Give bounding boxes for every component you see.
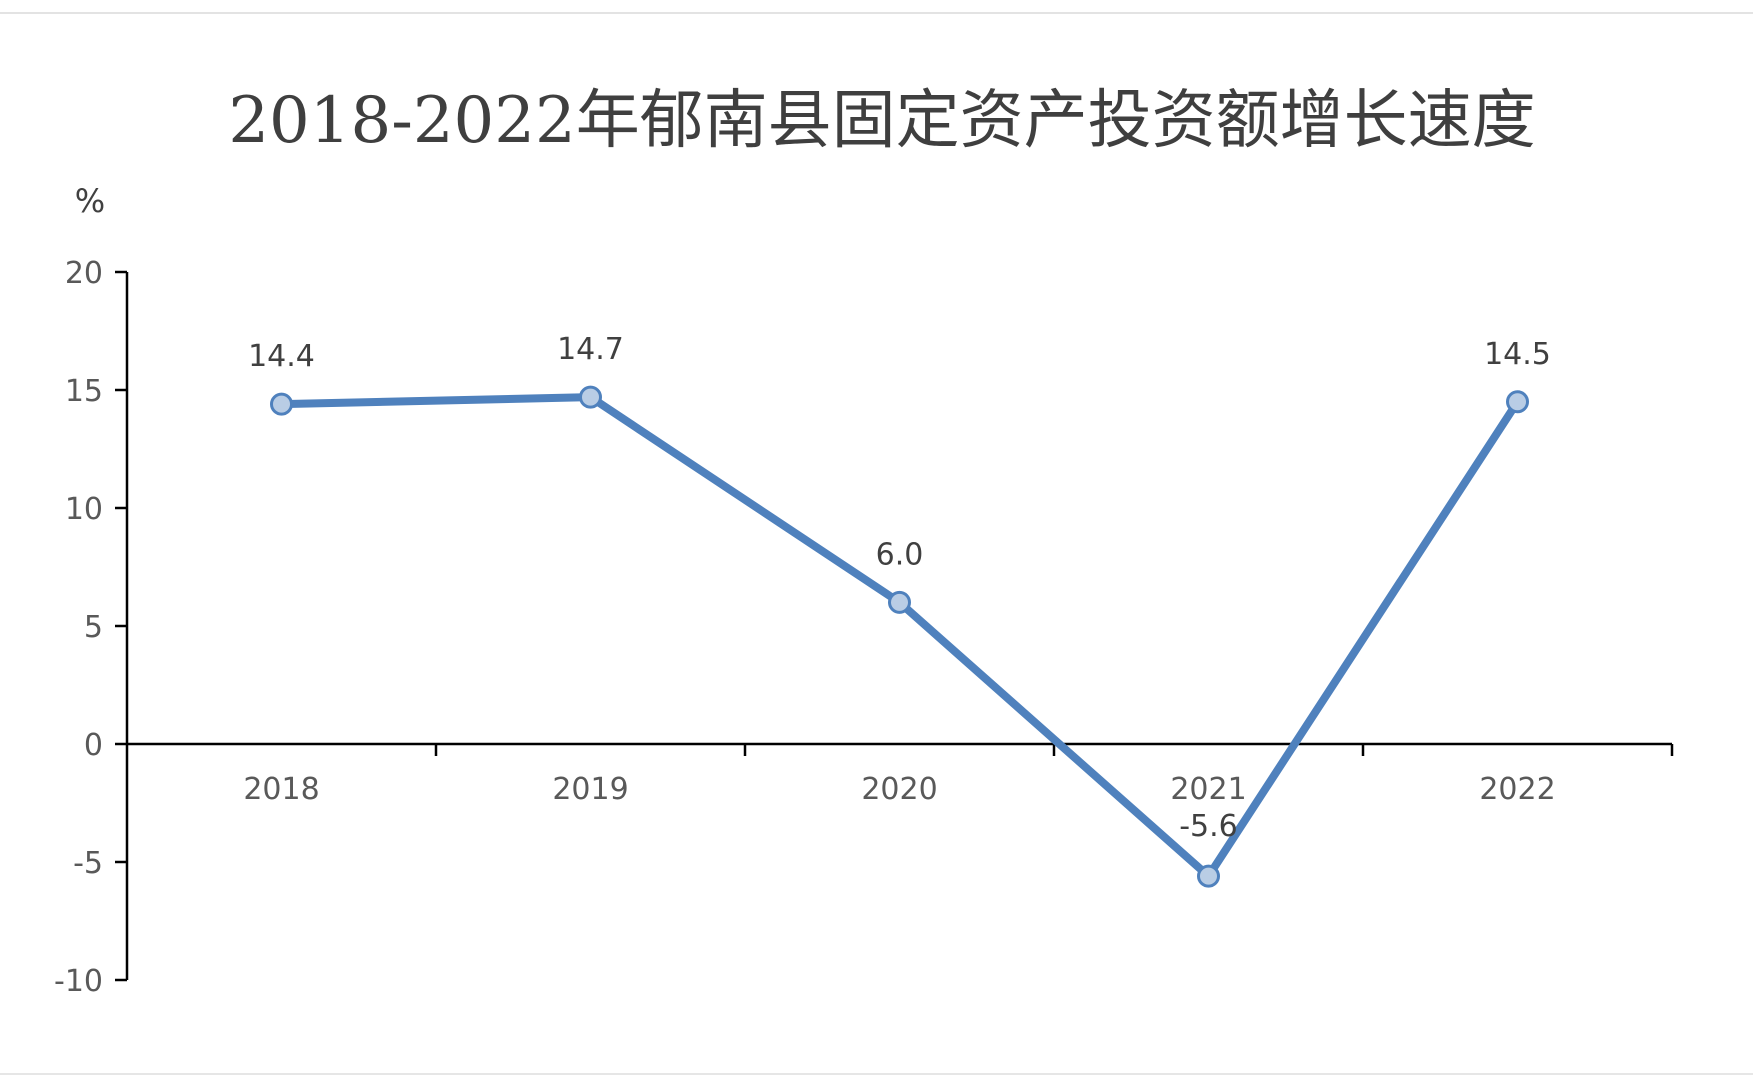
top-divider — [0, 12, 1753, 14]
data-label: 6.0 — [876, 537, 924, 572]
data-label: -5.6 — [1179, 809, 1238, 844]
x-tick-label: 2020 — [861, 772, 937, 807]
y-tick-label: 15 — [65, 374, 103, 409]
data-label: 14.5 — [1484, 337, 1551, 372]
y-tick-label: 5 — [84, 610, 103, 645]
x-tick-label: 2018 — [243, 772, 319, 807]
data-point — [1506, 390, 1529, 414]
data-labels-group: 14.4 14.7 6.0 -5.6 14.5 — [248, 332, 1551, 844]
bottom-divider — [0, 1073, 1753, 1075]
data-point — [888, 590, 911, 614]
y-tick-label: -5 — [73, 846, 103, 881]
y-tick-labels: 20 15 10 5 0 -5 -10 — [54, 256, 103, 999]
series-group — [270, 385, 1529, 888]
data-label: 14.4 — [248, 339, 315, 374]
x-tick-labels: 2018 2019 2020 2021 2022 — [243, 772, 1555, 807]
y-axis-unit-label: % — [75, 182, 105, 220]
y-tick-label: 0 — [84, 728, 103, 763]
x-tick-label: 2019 — [552, 772, 628, 807]
data-point — [270, 392, 293, 416]
axes-group — [115, 270, 1674, 982]
x-tick-label: 2022 — [1479, 772, 1555, 807]
y-tick-label: 10 — [65, 492, 103, 527]
data-label: 14.7 — [557, 332, 624, 367]
y-tick-label: -10 — [54, 964, 103, 999]
data-point — [1197, 864, 1220, 888]
chart-title: 2018-2022年郁南县固定资产投资额增长速度 — [228, 84, 1535, 158]
data-point — [579, 385, 602, 409]
y-tick-label: 20 — [65, 256, 103, 291]
x-tick-label: 2021 — [1170, 772, 1246, 807]
